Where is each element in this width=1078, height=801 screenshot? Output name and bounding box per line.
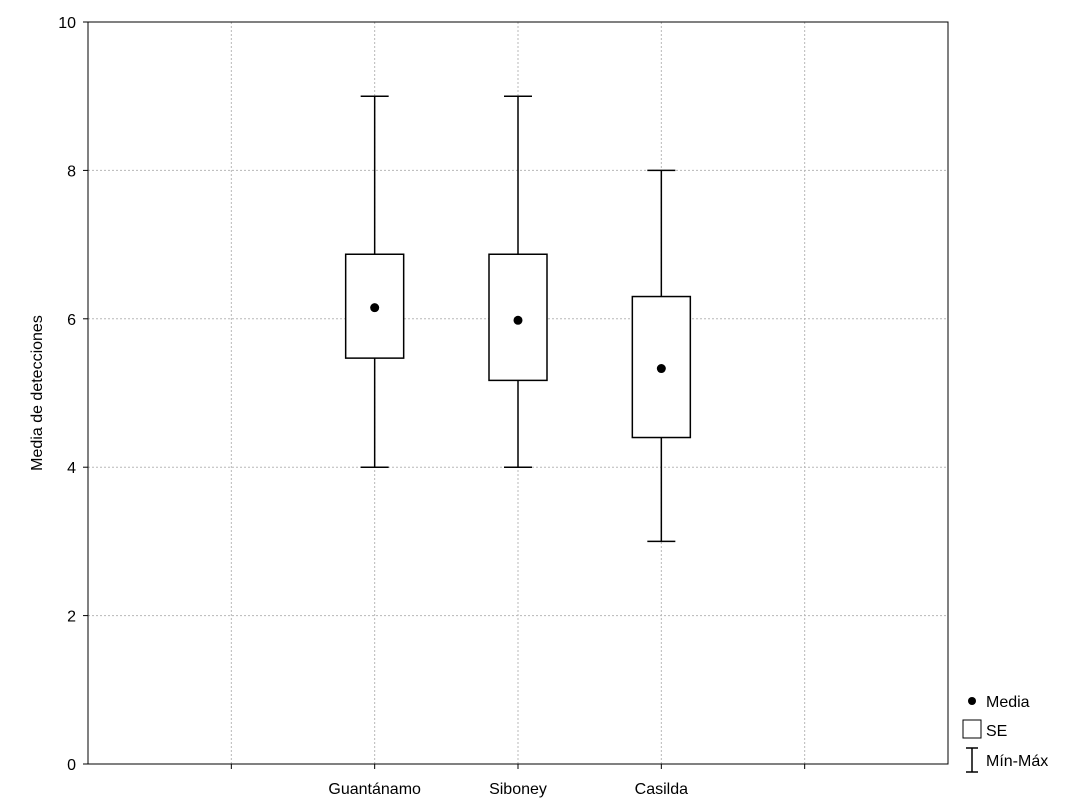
y-tick-label: 6: [67, 312, 76, 329]
y-axis-ticks: 0 2 4 6 8 10: [58, 15, 88, 774]
legend-se-label: SE: [986, 723, 1007, 740]
x-tick-label: Casilda: [635, 781, 688, 798]
x-tick-label: Siboney: [489, 781, 547, 798]
mean-point: [513, 315, 523, 325]
mean-point: [370, 303, 380, 313]
box-group: [631, 169, 692, 543]
box-group: [344, 95, 405, 468]
legend-mean-label: Media: [986, 694, 1030, 711]
y-tick-label: 0: [67, 757, 76, 774]
mean-point: [656, 364, 666, 374]
boxes: [344, 95, 692, 543]
x-axis-ticks: Guantánamo Siboney Casilda: [230, 764, 806, 798]
y-tick-label: 10: [58, 15, 76, 32]
legend-se-marker: [962, 719, 982, 739]
legend: Media SE Mín-Máx: [962, 694, 1048, 773]
y-tick-label: 4: [67, 460, 76, 477]
legend-minmax-label: Mín-Máx: [986, 753, 1048, 770]
x-tick-label: Guantánamo: [328, 781, 421, 798]
legend-mean-marker: [968, 697, 976, 705]
y-tick-label: 8: [67, 163, 76, 180]
box-group: [488, 95, 548, 468]
y-tick-label: 2: [67, 609, 76, 626]
legend-minmax-marker: [966, 747, 978, 773]
y-axis-title: Media de detecciones: [29, 315, 46, 471]
